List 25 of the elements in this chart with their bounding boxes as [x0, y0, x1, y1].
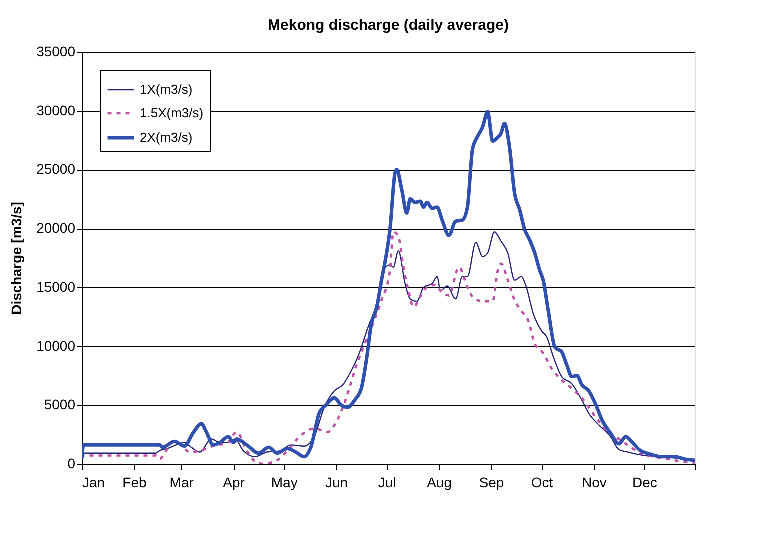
y-tick-label: 20000 [36, 220, 76, 236]
chart-title: Mekong discharge (daily average) [268, 17, 509, 34]
x-tick-label: Feb [122, 474, 147, 490]
x-tick-label: Jul [378, 474, 396, 490]
x-tick-label: Jun [326, 474, 348, 490]
y-tick-label: 0 [68, 456, 76, 472]
y-axis-title: Discharge [m3/s] [8, 202, 25, 315]
x-tick-label: Oct [531, 474, 554, 490]
x-tick-label: Aug [427, 474, 452, 490]
legend-label: 1X(m3/s) [140, 82, 193, 97]
x-tick-label: Mar [170, 474, 194, 490]
y-tick-label: 15000 [36, 278, 76, 295]
x-tick-label: Jan [82, 474, 106, 490]
x-tick-label: May [271, 474, 298, 490]
x-tick-label: Apr [223, 474, 246, 490]
legend-label: 1.5X(m3/s) [140, 106, 204, 120]
x-tick-label: Sep [479, 474, 504, 490]
y-tick-label: 5000 [44, 396, 76, 413]
y-tick-label: 10000 [36, 338, 76, 354]
y-tick-label: 25000 [36, 161, 76, 178]
y-tick-label: 30000 [36, 102, 76, 118]
x-tick-label: Dec [632, 474, 658, 490]
legend-label: 2X(m3/s) [140, 130, 193, 145]
y-tick-label: 35000 [36, 44, 76, 60]
x-tick-label: Nov [582, 474, 607, 490]
